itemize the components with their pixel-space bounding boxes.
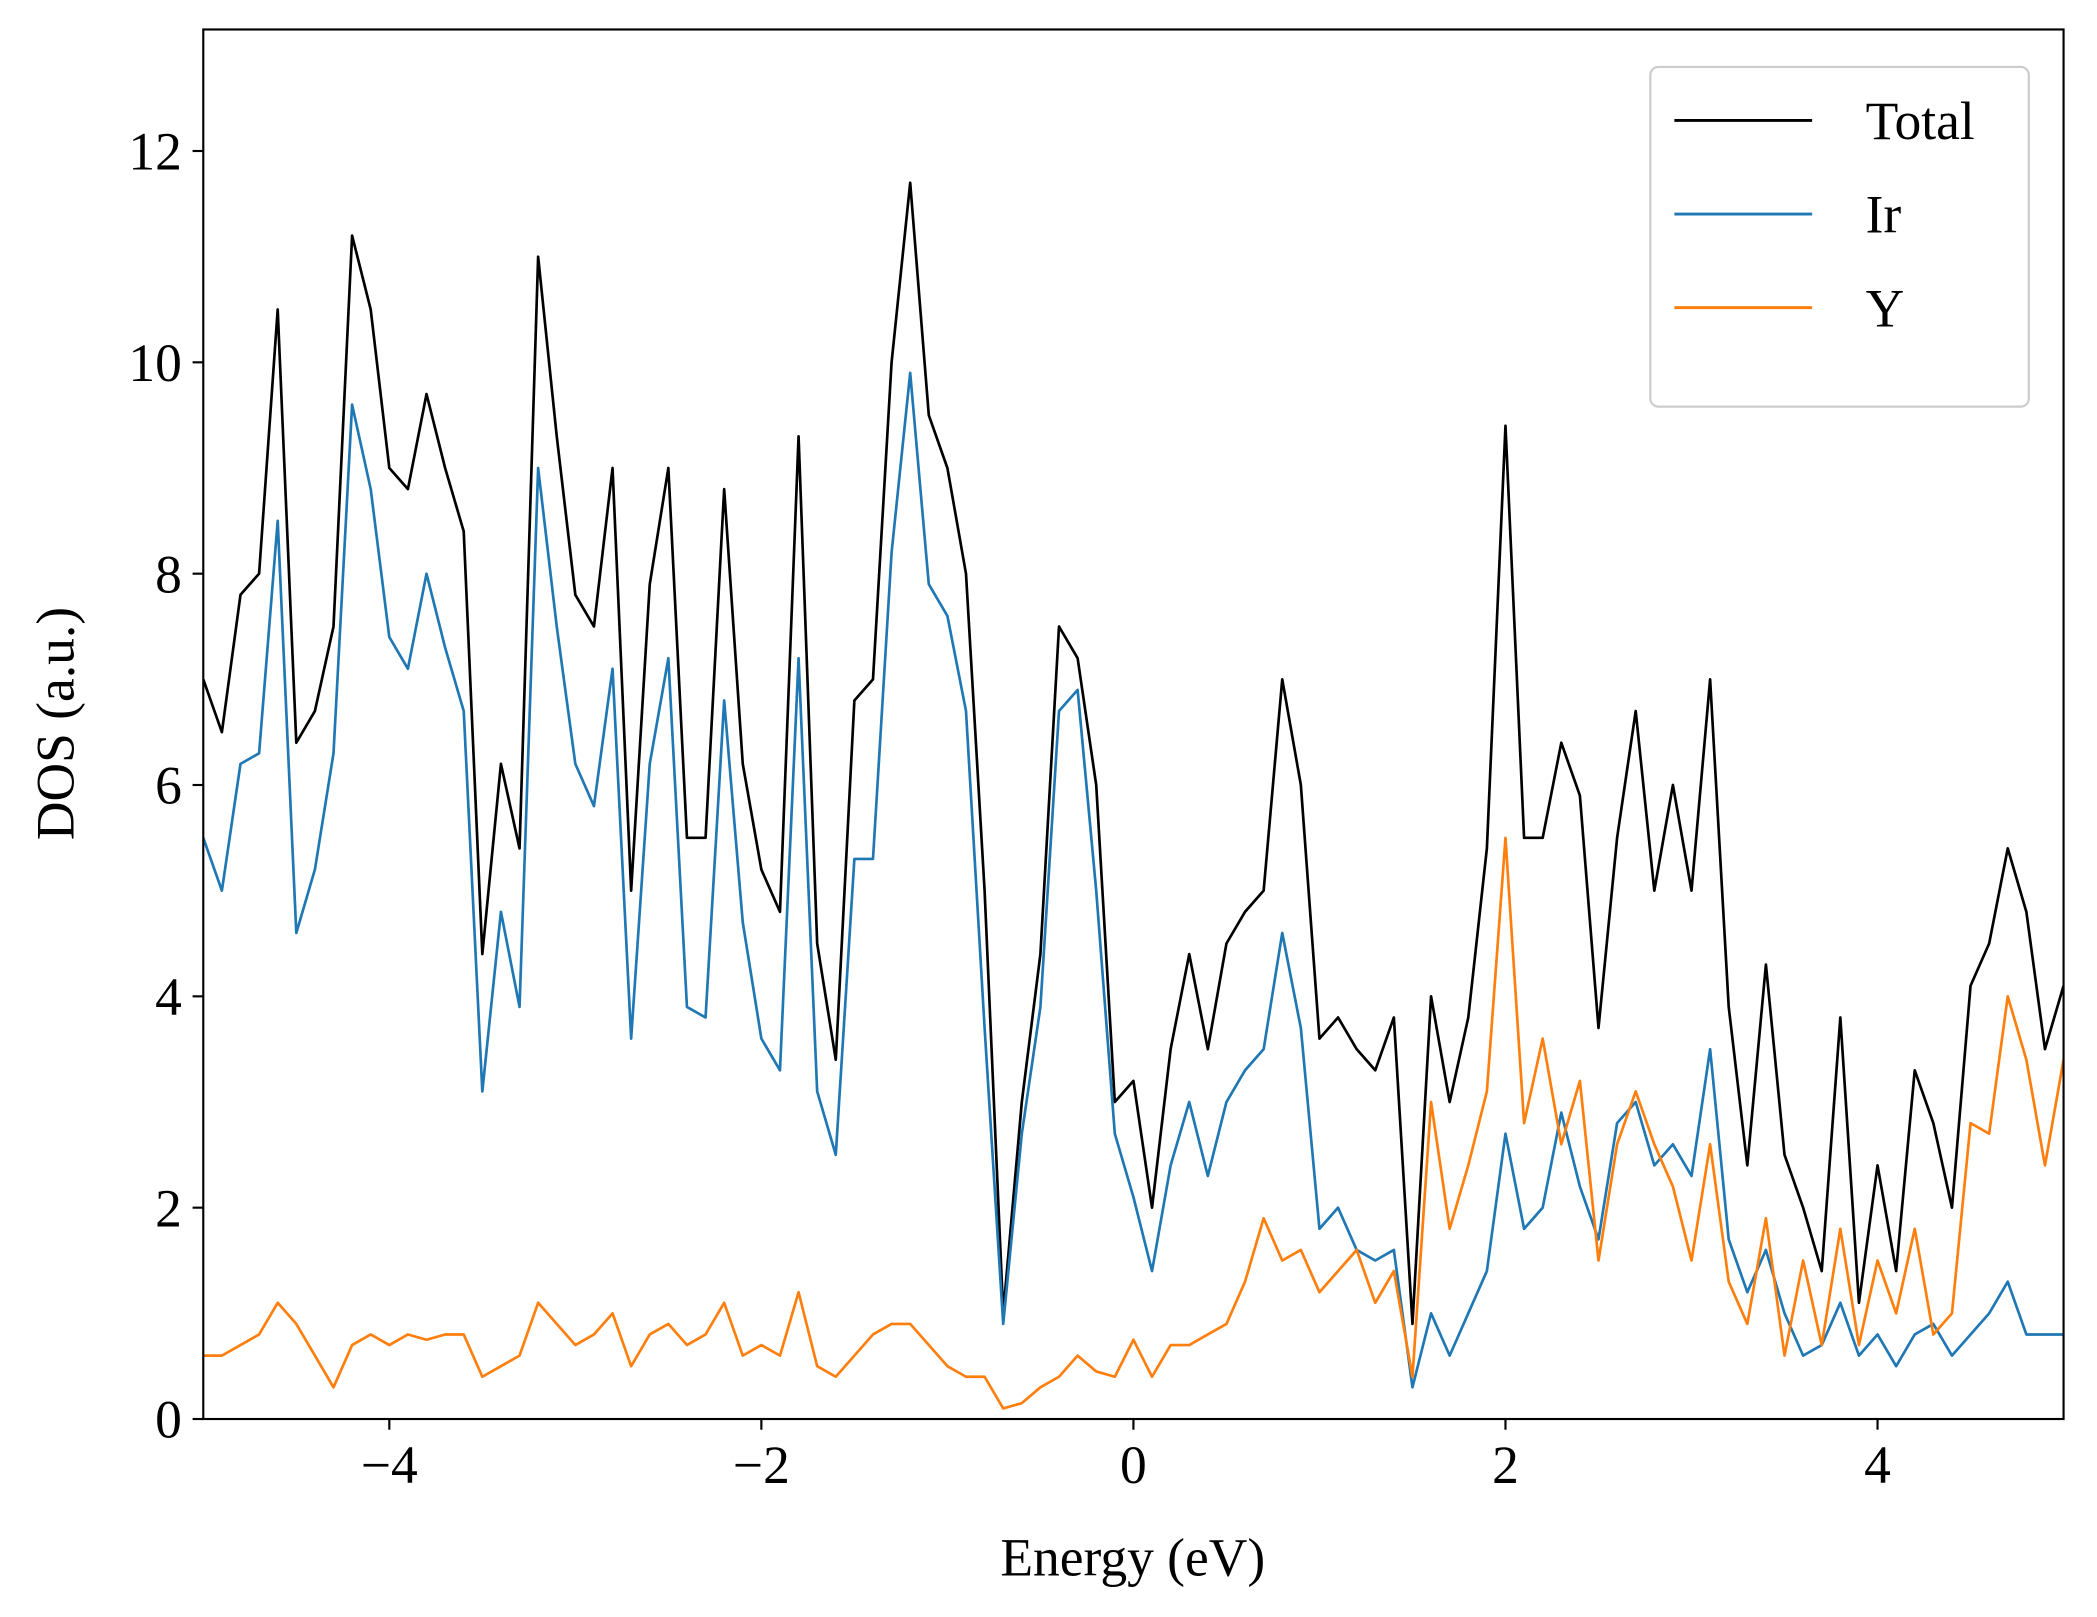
- series-line: [203, 371, 2064, 1389]
- legend-label: Y: [1866, 278, 1905, 338]
- x-tick-label: −4: [361, 1435, 418, 1495]
- y-tick-label: 2: [155, 1178, 182, 1238]
- x-axis-label: Energy (eV): [1000, 1527, 1265, 1587]
- legend-label: Total: [1866, 91, 1975, 151]
- x-tick-label: −2: [733, 1435, 790, 1495]
- y-tick-label: 6: [155, 756, 182, 816]
- series-line: [203, 181, 2064, 1326]
- y-tick-label: 0: [155, 1390, 182, 1450]
- y-axis-label: DOS (a.u.): [26, 607, 86, 840]
- y-tick-label: 10: [128, 333, 181, 393]
- y-tick-label: 4: [155, 967, 182, 1027]
- x-tick-label: 2: [1492, 1435, 1519, 1495]
- series-line: [203, 836, 2064, 1410]
- legend-box: [1649, 65, 2030, 408]
- y-tick-label: 12: [128, 122, 181, 182]
- x-tick-label: 0: [1120, 1435, 1147, 1495]
- y-tick-label: 8: [155, 544, 182, 604]
- legend-label: Ir: [1866, 185, 1902, 245]
- x-tick-label: 4: [1864, 1435, 1891, 1495]
